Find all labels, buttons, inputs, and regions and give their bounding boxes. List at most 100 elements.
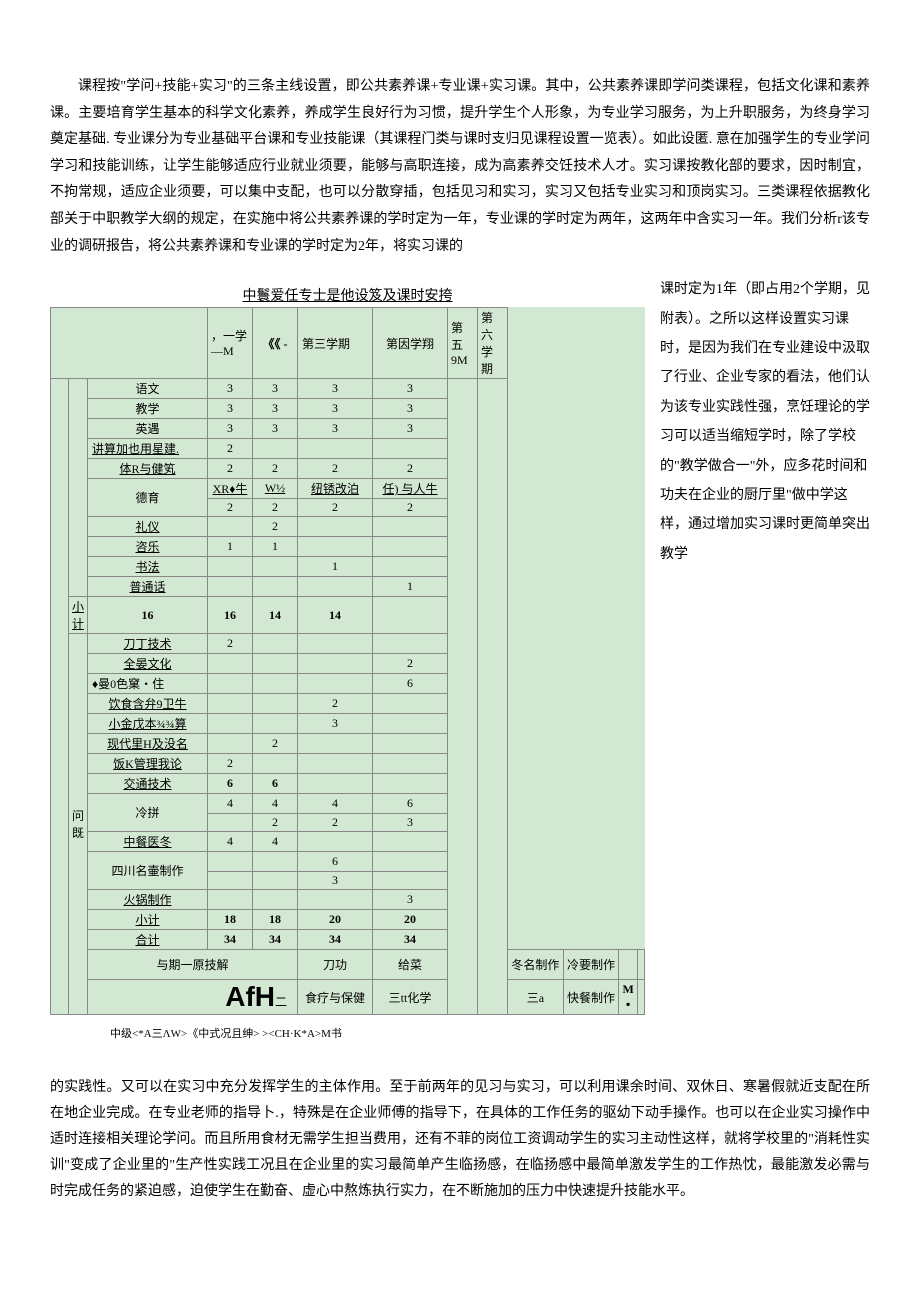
header-sem6: 第六学期 (478, 308, 508, 379)
table-cell (208, 517, 253, 537)
table-cell (373, 872, 448, 890)
cat-col-2b: 问既 (69, 634, 88, 1015)
table-row: 冷拼4446 (51, 794, 645, 814)
table-cell (373, 714, 448, 734)
row-label: 礼仪 (88, 517, 208, 537)
table-cell (253, 872, 298, 890)
table-cell (373, 694, 448, 714)
table-cell (373, 774, 448, 794)
table-cell (208, 872, 253, 890)
table-cell: 6 (298, 852, 373, 872)
table-cell: 冬名制作 (508, 950, 564, 980)
table-cell (298, 439, 373, 459)
table-cell (208, 557, 253, 577)
table-cell: 34 (208, 930, 253, 950)
table-cell (373, 832, 448, 852)
table-cell (373, 439, 448, 459)
side-paragraph: 课时定为1年（即占用2个学期，见附表）。之所以这样设置实习课时，是因为我们在专业… (660, 275, 870, 569)
table-cell: 2 (298, 459, 373, 479)
header-sem4: 第因学翔 (373, 308, 448, 379)
table-row: 饮食含弁9卫牛2 (51, 694, 645, 714)
table-row: 问既刀丁技术2 (51, 634, 645, 654)
table-cell (298, 890, 373, 910)
table-cell: 4 (208, 832, 253, 852)
table-cell (373, 734, 448, 754)
table-cell: 3 (253, 379, 298, 399)
table-row: 讲算加也用星建.2 (51, 439, 645, 459)
table-cell: 任) 与人牛 (373, 479, 448, 499)
row-label: 小计 (69, 597, 88, 634)
table-cell: 2 (253, 734, 298, 754)
table-cell (253, 754, 298, 774)
table-row: 全晏文化2 (51, 654, 645, 674)
table-cell: 三tt化学 (373, 980, 448, 1015)
table-cell: 纽锈改泊 (298, 479, 373, 499)
table-row: 火锅制作3 (51, 890, 645, 910)
row-label: 书法 (88, 557, 208, 577)
table-cell: 6 (208, 774, 253, 794)
table-cell (208, 674, 253, 694)
row-label: 普通话 (88, 577, 208, 597)
row-label: 现代里H及没名 (88, 734, 208, 754)
row-label: 英遇 (88, 419, 208, 439)
table-cell (298, 577, 373, 597)
table-cell: 刀功 (298, 950, 373, 980)
table-cell: 3 (298, 399, 373, 419)
table-cell: 3 (208, 399, 253, 419)
table-cell: 4 (298, 794, 373, 814)
table-cell: 1 (373, 577, 448, 597)
row-label: 教学 (88, 399, 208, 419)
row-label: ♦曼0色窠・住 (88, 674, 208, 694)
table-cell: 冷要制作 (563, 950, 619, 980)
row-label: 小金戊本¾¾算 (88, 714, 208, 734)
table-cell: 给菜 (373, 950, 448, 980)
table-cell: 3 (253, 399, 298, 419)
table-cell (298, 734, 373, 754)
table-cell: 3 (253, 419, 298, 439)
row-label: 德育 (88, 479, 208, 517)
row-label: 饮食含弁9卫牛 (88, 694, 208, 714)
row-label: 讲算加也用星建. (88, 439, 208, 459)
table-cell (253, 577, 298, 597)
table-cell: 3 (298, 714, 373, 734)
table-cell: 34 (253, 930, 298, 950)
table-row: 饭K管理我论2 (51, 754, 645, 774)
table-cell (298, 634, 373, 654)
table-cell (298, 674, 373, 694)
table-cell (208, 852, 253, 872)
table-cell: 2 (208, 459, 253, 479)
table-cell (253, 852, 298, 872)
header-sem2: 《《 - (253, 308, 298, 379)
table-cell: 4 (253, 794, 298, 814)
table-cell: M ▪ (619, 980, 638, 1015)
table-cell: 2 (253, 517, 298, 537)
table-cell: 14 (253, 597, 298, 634)
table-cell (208, 577, 253, 597)
table-cell: 4 (208, 794, 253, 814)
table-cell: 2 (253, 499, 298, 517)
schedule-table: ，一学 —M 《《 - 第三学期 第因学翔 第五 9M 第六学期 语文3333教… (50, 307, 645, 1015)
table-cell: 34 (298, 930, 373, 950)
table-row: 与期一原技解刀功给菜冬名制作冷要制作 (51, 950, 645, 980)
table-cell: 2 (298, 499, 373, 517)
table-cell: 2 (208, 439, 253, 459)
table-cell: 6 (373, 674, 448, 694)
table-cell (373, 517, 448, 537)
header-sem3: 第三学期 (298, 308, 373, 379)
table-body: 语文3333教学3333英遇3333讲算加也用星建.2体R与健笂2222德育XR… (51, 379, 645, 1015)
table-title: 中鬟爱任专士是他设笈及课时安挎 (50, 285, 645, 305)
table-cell: 1 (298, 557, 373, 577)
table-cell (253, 634, 298, 654)
row-label: 小计 (88, 910, 208, 930)
table-cell: 3 (373, 419, 448, 439)
table-cell: 3 (373, 379, 448, 399)
table-cell (253, 714, 298, 734)
table-row: 德育XR♦牛W½纽锈改泊任) 与人牛 (51, 479, 645, 499)
table-row: 现代里H及没名 2 (51, 734, 645, 754)
table-cell: 3 (298, 379, 373, 399)
row-label: 全晏文化 (88, 654, 208, 674)
table-row: 交通技术66 (51, 774, 645, 794)
table-cell (373, 557, 448, 577)
table-cell (373, 754, 448, 774)
table-cell: 3 (208, 419, 253, 439)
